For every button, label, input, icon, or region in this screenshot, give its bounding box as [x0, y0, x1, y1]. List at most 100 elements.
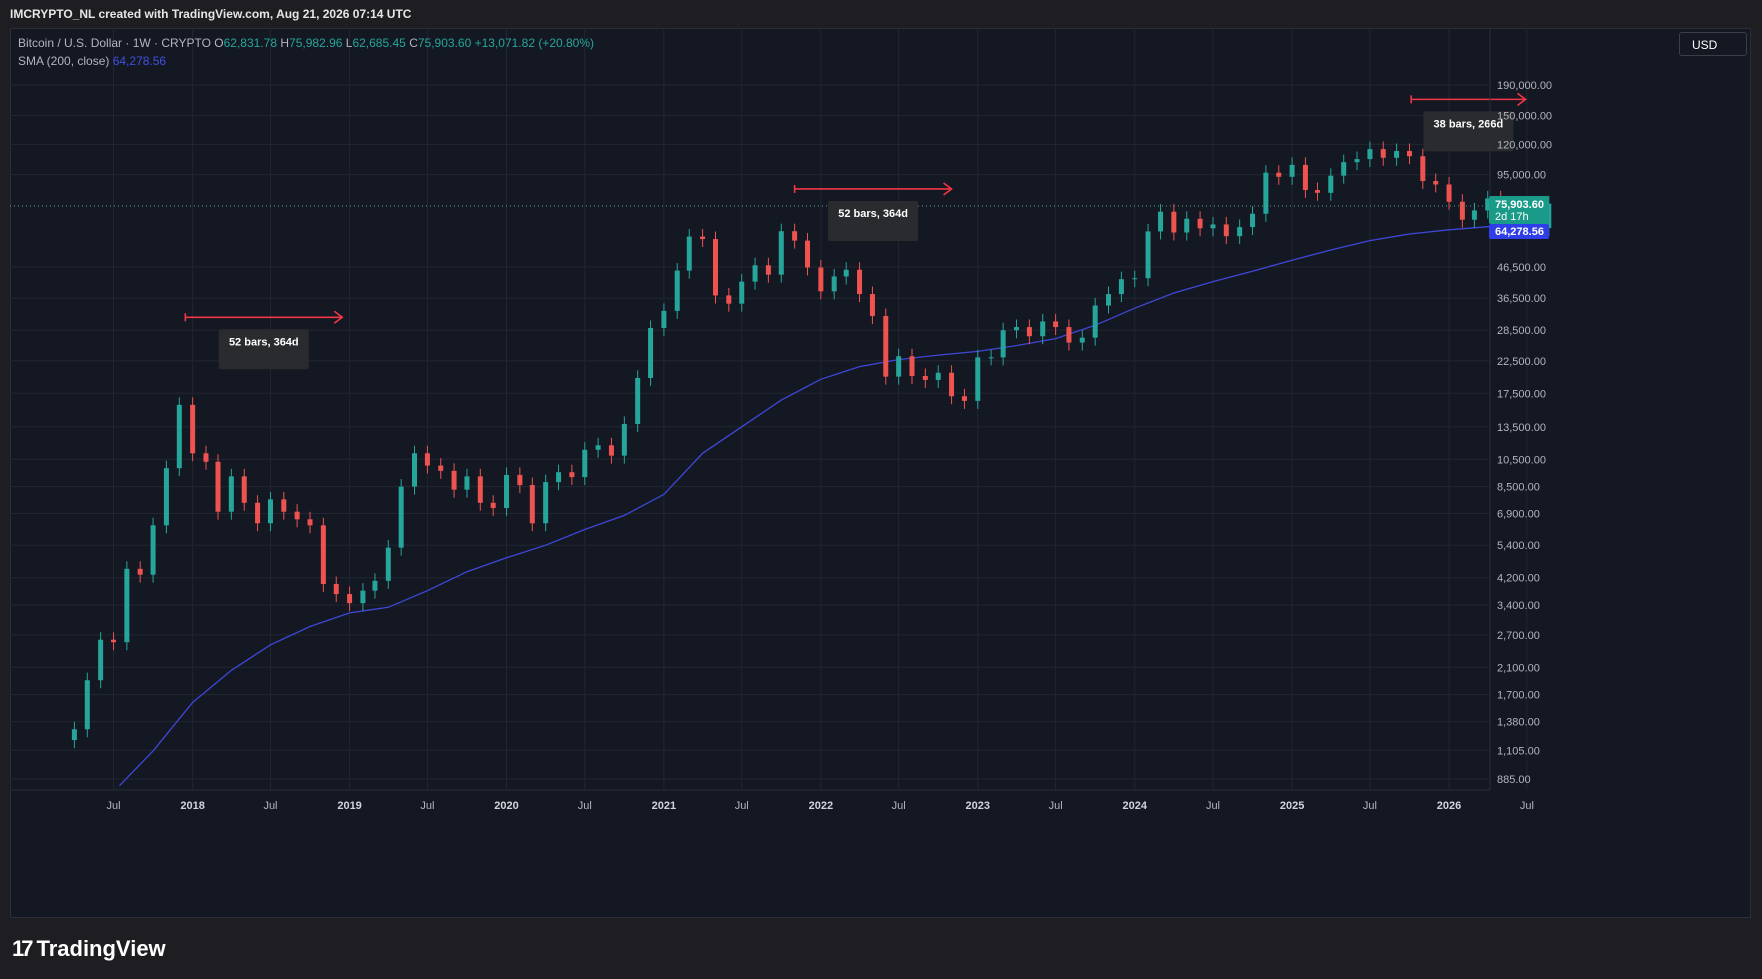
- candle-body: [765, 265, 771, 275]
- candle-body: [1250, 213, 1256, 228]
- candle-body: [1184, 218, 1190, 233]
- candle-body: [347, 594, 353, 604]
- candle-body: [111, 639, 117, 643]
- candle-body: [543, 482, 549, 524]
- price-axis: 190,000.00 150,000.00 120,000.00 95,000.00 4…: [1489, 28, 1552, 790]
- candle-body: [360, 590, 366, 604]
- measure-label-box: [1423, 111, 1514, 152]
- candle-body: [228, 476, 234, 512]
- price-tick-label: 1,380.00: [1497, 717, 1540, 729]
- candle-body: [648, 327, 654, 378]
- low-value: 62,685.45: [352, 36, 406, 50]
- candle-body: [1341, 162, 1347, 176]
- measure-arrow-head: [1517, 92, 1527, 107]
- candle-body: [241, 476, 247, 503]
- price-tags: 75,903.60 2d 17h 64,278.56: [1489, 196, 1549, 239]
- candle-body: [1302, 164, 1308, 191]
- candle-body: [700, 236, 706, 240]
- candle-body: [661, 310, 667, 328]
- measure-label-text: 52 bars, 364d: [838, 208, 908, 220]
- measure-label-box: [218, 329, 309, 370]
- candle-body: [843, 269, 849, 277]
- candle-body: [1223, 224, 1229, 237]
- time-tick-label: 2020: [494, 800, 518, 812]
- candle-body: [1158, 211, 1164, 232]
- candle-body: [1276, 172, 1282, 177]
- candle-body: [635, 377, 641, 424]
- candle-body: [1289, 164, 1295, 177]
- candle-body: [333, 584, 339, 595]
- candle-body: [831, 276, 837, 292]
- candle-body: [398, 486, 404, 548]
- candle-body: [726, 295, 732, 304]
- candle-body: [98, 639, 104, 681]
- candle-body: [1380, 149, 1386, 158]
- last-price-tag: [1489, 196, 1549, 224]
- candle-body: [883, 316, 889, 377]
- time-tick-label: 2021: [652, 800, 676, 812]
- time-tick-label: Jul: [1363, 800, 1377, 812]
- price-tick-label: 8,500.00: [1497, 482, 1540, 494]
- candle-body: [215, 461, 221, 512]
- price-tick-label: 5,400.00: [1497, 540, 1540, 552]
- candle-body: [608, 445, 614, 456]
- measure-label-text: 38 bars, 266d: [1434, 118, 1504, 130]
- time-tick-label: 2026: [1437, 800, 1461, 812]
- candle-body: [307, 519, 313, 526]
- candle-body: [1197, 218, 1203, 229]
- price-tick-label: 95,000.00: [1497, 170, 1546, 182]
- time-tick-label: 2025: [1280, 800, 1304, 812]
- candle-body: [1394, 151, 1400, 158]
- sma-label: SMA (200, close): [18, 54, 110, 68]
- sma-legend-value: 64,278.56: [112, 54, 167, 68]
- candle-body: [896, 356, 902, 377]
- chart-grid: [10, 28, 1528, 790]
- candle-body: [267, 499, 273, 524]
- ohlc-legend: Bitcoin / U.S. Dollar · 1W · CRYPTO O62,…: [18, 34, 594, 52]
- measure-label-text: 52 bars, 364d: [229, 336, 299, 348]
- candle-body: [124, 568, 130, 643]
- time-tick-label: Jul: [263, 800, 277, 812]
- candle-body: [529, 485, 535, 524]
- time-tick-label: 2023: [966, 800, 990, 812]
- price-tick-label: 885.00: [1497, 774, 1531, 786]
- currency-button[interactable]: USD: [1679, 32, 1747, 56]
- chart-legend: Bitcoin / U.S. Dollar · 1W · CRYPTO O62,…: [18, 34, 594, 70]
- candle-body: [1145, 231, 1151, 279]
- candle-body: [464, 476, 470, 490]
- price-tick-label: 22,500.00: [1497, 356, 1546, 368]
- price-tick-label: 3,400.00: [1497, 600, 1540, 612]
- candle-body: [372, 580, 378, 591]
- candle-body: [1420, 156, 1426, 182]
- measure-arrow-head: [333, 310, 344, 324]
- candle-body: [1040, 321, 1046, 337]
- candle-body: [477, 476, 483, 503]
- candle-body: [203, 453, 209, 462]
- symbol-title[interactable]: Bitcoin / U.S. Dollar · 1W · CRYPTO: [18, 36, 211, 50]
- close-label: C: [409, 36, 418, 50]
- low-label: L: [345, 36, 353, 50]
- candle-body: [1354, 159, 1360, 163]
- candle-body: [1118, 279, 1124, 295]
- candle-body: [84, 680, 90, 730]
- candle-body: [1433, 181, 1439, 185]
- price-tick-label: 46,500.00: [1497, 262, 1546, 274]
- sma-legend[interactable]: SMA (200, close) 64,278.56: [18, 52, 594, 70]
- candle-body: [1367, 149, 1373, 160]
- candle-body: [451, 470, 457, 490]
- candle-body: [1263, 172, 1269, 214]
- price-tick-label: 13,500.00: [1497, 422, 1546, 434]
- tradingview-logo[interactable]: 17 TradingView: [12, 936, 166, 962]
- candle-body: [569, 472, 575, 478]
- price-tick-label: 1,105.00: [1497, 745, 1540, 757]
- candle-body: [712, 239, 718, 296]
- candle-body: [71, 729, 77, 741]
- time-tick-label: 2018: [180, 800, 204, 812]
- chart-pane[interactable]: [10, 28, 1751, 918]
- sma-price-tag: [1489, 224, 1549, 239]
- candles-layer: [71, 141, 1552, 749]
- price-tick-label: 2,100.00: [1497, 662, 1540, 674]
- candle-body: [857, 269, 863, 295]
- candle-body: [1000, 330, 1006, 358]
